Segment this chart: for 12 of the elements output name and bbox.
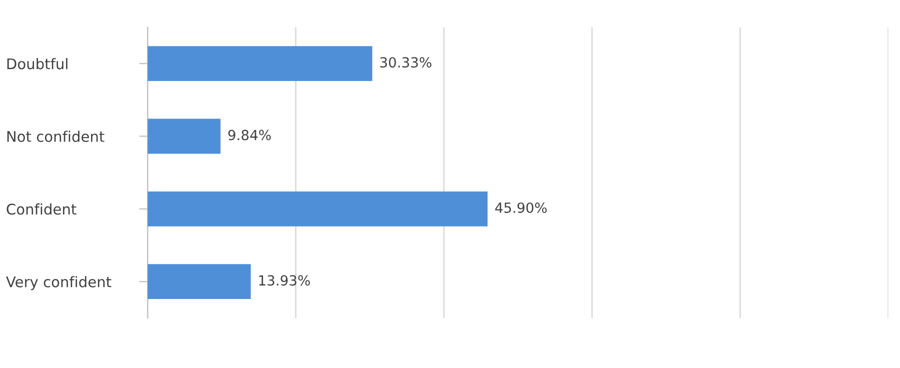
- bar: [148, 46, 372, 82]
- data-label: 13.93%: [259, 275, 310, 286]
- bar: [148, 191, 488, 226]
- y-tick-label: Very confident: [6, 276, 112, 290]
- bar: [148, 264, 251, 300]
- bar: [148, 118, 220, 154]
- data-label: 45.90%: [495, 202, 547, 213]
- data-label: 9.84%: [228, 130, 271, 140]
- y-tick-label: Not confident: [7, 130, 104, 142]
- data-label: 30.33%: [380, 57, 432, 68]
- y-tick-label: Confident: [6, 203, 76, 215]
- y-tick-label: Doubtful: [7, 58, 68, 70]
